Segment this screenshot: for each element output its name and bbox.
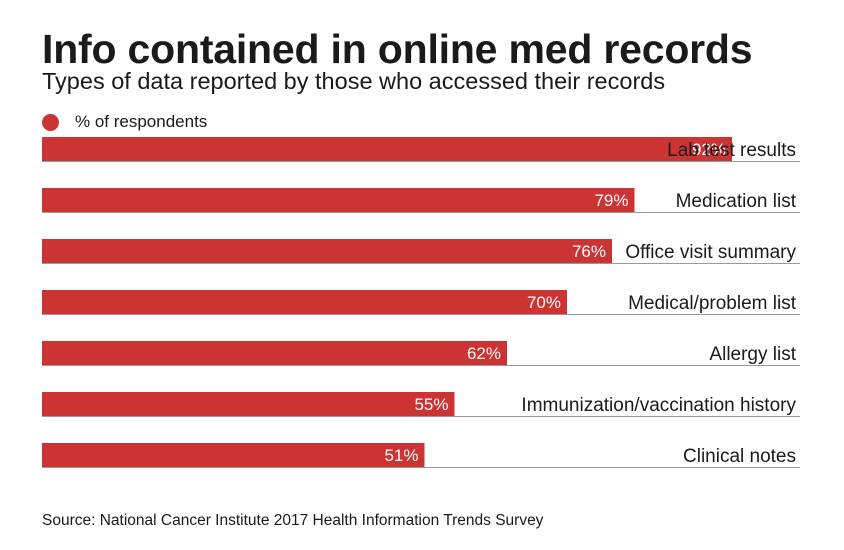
bar: [42, 290, 567, 314]
bar-row: 62% Allergy list: [42, 341, 800, 366]
chart-subtitle: Types of data reported by those who acce…: [42, 68, 666, 94]
bar-value-label: 76%: [572, 242, 606, 261]
category-label: Allergy list: [709, 344, 796, 365]
source-note: Source: National Cancer Institute 2017 H…: [42, 512, 544, 529]
legend-swatch-dot: [42, 113, 59, 131]
bar-value-label: 51%: [384, 446, 418, 465]
bar-row: 92%Lab test results: [42, 137, 800, 162]
bar: [42, 443, 425, 467]
category-label: Office visit summary: [625, 242, 796, 263]
bar: [42, 341, 507, 365]
bar: [42, 392, 455, 416]
bar: [42, 188, 635, 212]
bar-row: 51% Clinical notes: [42, 443, 800, 468]
bar: [42, 137, 732, 161]
bar-value-label: 92%: [692, 140, 726, 159]
bar-row: 76% Office visit summary: [42, 239, 800, 264]
bar-row: 55% Immunization/vaccination history: [42, 392, 800, 417]
bar-value-label: 70%: [527, 293, 561, 312]
category-label: Medical/problem list: [628, 293, 797, 314]
chart-title: Info contained in online med records: [42, 26, 753, 72]
category-label: Immunization/vaccination history: [521, 395, 796, 416]
chart-legend: % of respondents: [42, 112, 207, 132]
bar-row: 79% Medication list: [42, 188, 800, 213]
bar-value-label: 55%: [414, 395, 448, 414]
category-label: Lab test results: [667, 140, 796, 161]
category-label: Clinical notes: [683, 446, 796, 467]
bar: [42, 239, 612, 263]
bar-value-label: 62%: [467, 344, 501, 363]
category-label: Medication list: [676, 191, 797, 212]
bar-row: 70% Medical/problem list: [42, 290, 800, 315]
legend-label: % of respondents: [75, 112, 208, 131]
bar-value-label: 79%: [594, 191, 628, 210]
